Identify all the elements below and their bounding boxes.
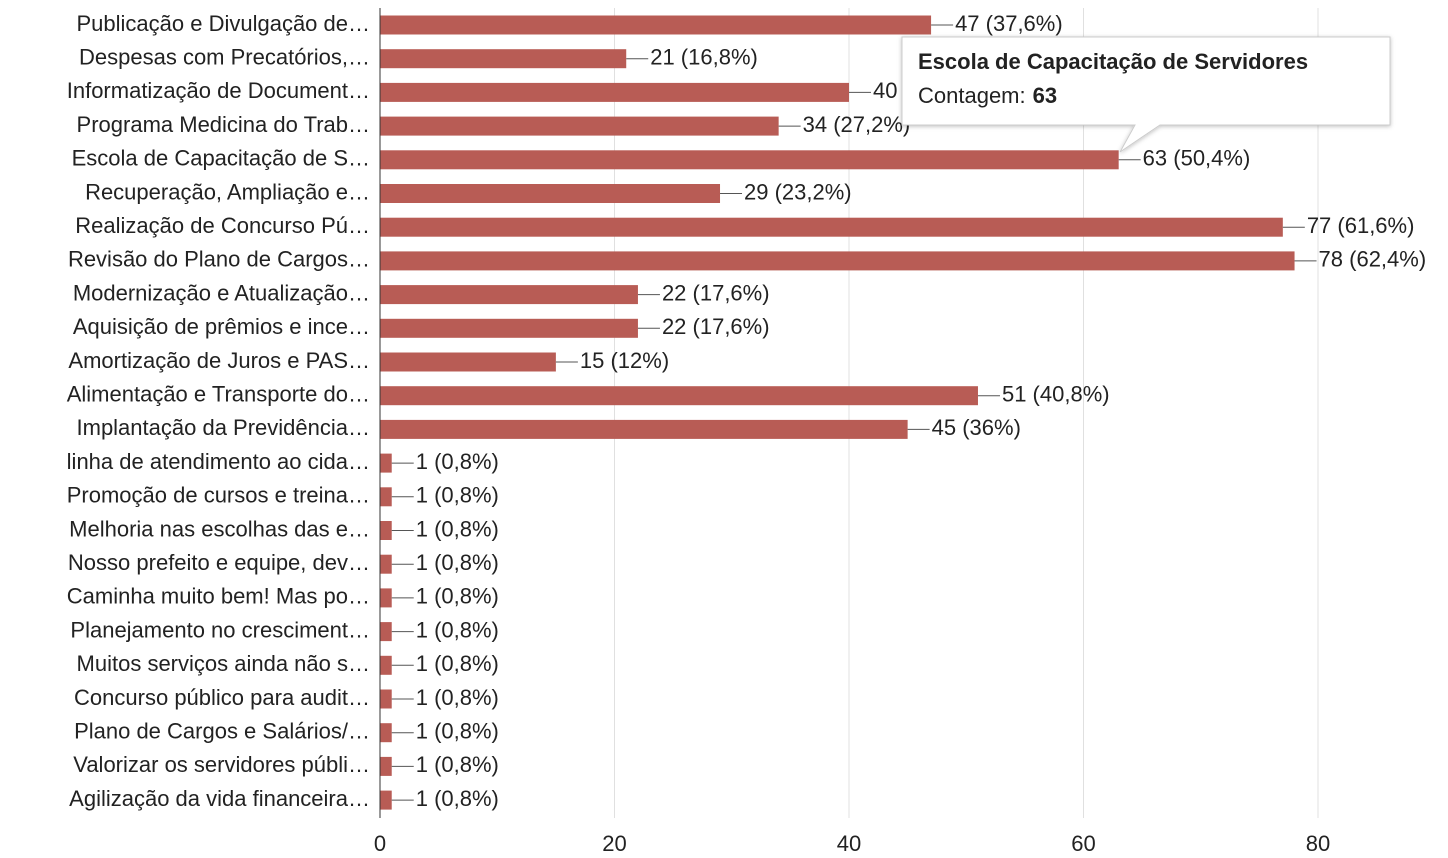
- tooltip-label: Contagem:: [918, 83, 1026, 108]
- tooltip-title: Escola de Capacitação de Servidores: [918, 49, 1308, 74]
- bar: [380, 723, 392, 743]
- value-label: 45 (36%): [932, 415, 1021, 440]
- value-label: 1 (0,8%): [416, 584, 499, 609]
- value-label: 1 (0,8%): [416, 449, 499, 474]
- y-tick-label: Implantação da Previdência…: [77, 415, 371, 440]
- y-tick-label: Caminha muito bem! Mas po…: [67, 584, 370, 609]
- bar: [380, 285, 638, 305]
- value-label: 1 (0,8%): [416, 786, 499, 811]
- y-tick-label: Alimentação e Transporte do…: [67, 382, 370, 407]
- y-tick-label: Agilização da vida financeira…: [69, 786, 370, 811]
- value-label: 29 (23,2%): [744, 179, 852, 204]
- value-label: 51 (40,8%): [1002, 382, 1110, 407]
- value-label: 1 (0,8%): [416, 483, 499, 508]
- value-label: 21 (16,8%): [650, 45, 758, 70]
- plot-area: 0 20 40 60 80 Publicação e Divulgação de… 47 (…: [67, 8, 1427, 856]
- y-tick-label: Promoção de cursos e treina…: [67, 483, 370, 508]
- tooltip: Escola de Capacitação de Servidores Cont…: [901, 36, 1391, 153]
- bar: [380, 453, 392, 473]
- bar: [380, 386, 978, 406]
- value-label: 47 (37,6%): [955, 11, 1063, 36]
- value-label: 1 (0,8%): [416, 685, 499, 710]
- bar: [380, 184, 721, 203]
- value-label: 63 (50,4%): [1143, 146, 1251, 171]
- bar: [380, 554, 392, 574]
- bar: [380, 15, 932, 35]
- y-tick-label: Modernização e Atualização…: [73, 280, 370, 305]
- value-label: 22 (17,6%): [662, 314, 770, 339]
- y-tick-label: Recuperação, Ampliação e…: [85, 179, 370, 204]
- tooltip-value: 63: [1033, 83, 1057, 108]
- x-tick-label: 40: [837, 831, 861, 856]
- y-tick-label: Nosso prefeito e equipe, dev…: [68, 550, 370, 575]
- x-tick-label: 20: [602, 831, 626, 856]
- y-tick-label: Aquisição de prêmios e ince…: [73, 314, 370, 339]
- value-label: 1 (0,8%): [416, 719, 499, 744]
- bar: [380, 419, 908, 439]
- y-tick-label: Melhoria nas escolhas das e…: [69, 516, 370, 541]
- value-label: 77 (61,6%): [1307, 213, 1415, 238]
- y-tick-label: Realização de Concurso Pú…: [75, 213, 370, 238]
- tooltip-body: Contagem: 63: [918, 83, 1057, 108]
- y-tick-label: Plano de Cargos e Salários/…: [74, 719, 370, 744]
- bar: [380, 49, 627, 69]
- bar: [380, 82, 849, 102]
- x-tick-label: 0: [374, 831, 386, 856]
- bar: [380, 588, 392, 608]
- bar: [380, 622, 392, 642]
- value-label: 1 (0,8%): [416, 550, 499, 575]
- y-tick-label: linha de atendimento ao cida…: [67, 449, 370, 474]
- y-tick-label: Informatização de Document…: [67, 78, 370, 103]
- bar: [380, 689, 392, 709]
- y-tick-label: Revisão do Plano de Cargos…: [68, 247, 370, 272]
- x-tick-label: 60: [1071, 831, 1095, 856]
- y-tick-label: Valorizar os servidores públi…: [73, 752, 370, 777]
- value-label: 1 (0,8%): [416, 651, 499, 676]
- value-label: 22 (17,6%): [662, 280, 770, 305]
- value-label: 1 (0,8%): [416, 617, 499, 642]
- y-tick-label: Programa Medicina do Trab…: [77, 112, 370, 137]
- bar: [380, 251, 1295, 271]
- x-tick-label: 80: [1306, 831, 1330, 856]
- y-tick-label: Planejamento no cresciment…: [70, 617, 370, 642]
- y-tick-label: Amortização de Juros e PAS…: [68, 348, 370, 373]
- bar: [380, 318, 638, 338]
- y-tick-label: Concurso público para audit…: [74, 685, 370, 710]
- tooltip-box: [901, 36, 1391, 153]
- bar: [380, 150, 1119, 170]
- bar: [380, 655, 392, 675]
- y-tick-label: Muitos serviços ainda não s…: [77, 651, 370, 676]
- bar: [380, 756, 392, 776]
- bar: [380, 521, 392, 540]
- bar: [380, 487, 392, 507]
- value-label: 1 (0,8%): [416, 516, 499, 541]
- bar: [380, 217, 1283, 237]
- bar: [380, 352, 556, 372]
- bar: [380, 790, 392, 810]
- bar: [380, 116, 779, 136]
- value-label: 34 (27,2%): [803, 112, 911, 137]
- value-label: 78 (62,4%): [1319, 247, 1427, 272]
- y-tick-label: Despesas com Precatórios,…: [79, 45, 370, 70]
- value-label: 15 (12%): [580, 348, 669, 373]
- y-tick-label: Escola de Capacitação de S…: [72, 146, 370, 171]
- y-tick-label: Publicação e Divulgação de…: [76, 11, 370, 36]
- value-label: 1 (0,8%): [416, 752, 499, 777]
